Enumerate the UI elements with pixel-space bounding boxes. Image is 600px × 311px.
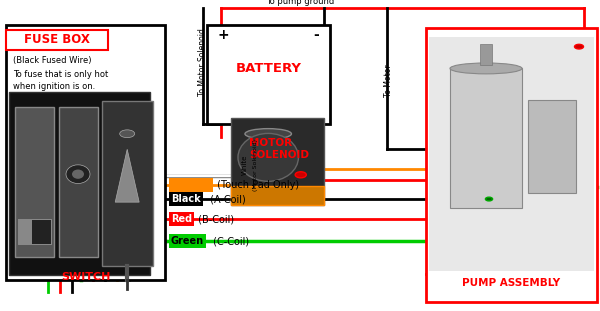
Ellipse shape (66, 165, 90, 183)
Ellipse shape (485, 197, 493, 201)
Text: Red: Red (171, 214, 192, 224)
Text: when ignition is on.: when ignition is on. (13, 82, 95, 91)
Bar (18, 219, 32, 244)
Text: White: White (242, 155, 248, 175)
Text: To Motor: To Motor (385, 65, 394, 97)
Bar (528, 100, 576, 193)
Polygon shape (115, 149, 139, 202)
Bar (59, 107, 98, 257)
Text: PUMP ASSEMBLY: PUMP ASSEMBLY (463, 278, 560, 288)
Bar (480, 44, 492, 65)
Ellipse shape (120, 130, 134, 137)
Bar (15, 107, 54, 257)
Text: (Motor Solenoid): (Motor Solenoid) (253, 139, 257, 191)
Text: SWITCH: SWITCH (61, 272, 110, 282)
Bar (102, 101, 153, 266)
Text: -: - (313, 28, 319, 42)
Ellipse shape (72, 169, 84, 179)
Bar (9, 92, 150, 275)
Text: +: + (218, 28, 229, 42)
Bar (426, 28, 597, 302)
Bar (450, 68, 522, 208)
Bar (18, 219, 51, 244)
Text: (B-Coil): (B-Coil) (195, 214, 234, 224)
Text: To pump ground: To pump ground (266, 0, 334, 6)
Ellipse shape (238, 133, 298, 181)
Bar (231, 118, 324, 205)
Ellipse shape (574, 44, 583, 49)
Text: FUSE BOX: FUSE BOX (24, 33, 90, 46)
Text: (Black Fused Wire): (Black Fused Wire) (13, 56, 92, 65)
Bar (6, 25, 165, 280)
Text: MOTOR
SOLENOID: MOTOR SOLENOID (249, 138, 309, 160)
Ellipse shape (245, 129, 292, 139)
Text: Black: Black (171, 194, 201, 204)
Text: BATTERY: BATTERY (235, 62, 302, 75)
Bar (207, 25, 330, 124)
Text: (C-Coil): (C-Coil) (210, 236, 249, 246)
Text: (A-Coil): (A-Coil) (207, 194, 246, 204)
Text: To fuse that is only hot: To fuse that is only hot (13, 70, 109, 79)
Bar (231, 186, 324, 205)
FancyBboxPatch shape (6, 30, 108, 50)
Ellipse shape (450, 63, 522, 74)
Text: Orange: Orange (171, 180, 211, 190)
Text: To Motor Solenoid: To Motor Solenoid (198, 28, 208, 96)
Ellipse shape (295, 172, 307, 178)
Bar (429, 37, 594, 271)
Text: Green: Green (171, 236, 204, 246)
Text: (Touch Pad Only): (Touch Pad Only) (214, 180, 299, 190)
